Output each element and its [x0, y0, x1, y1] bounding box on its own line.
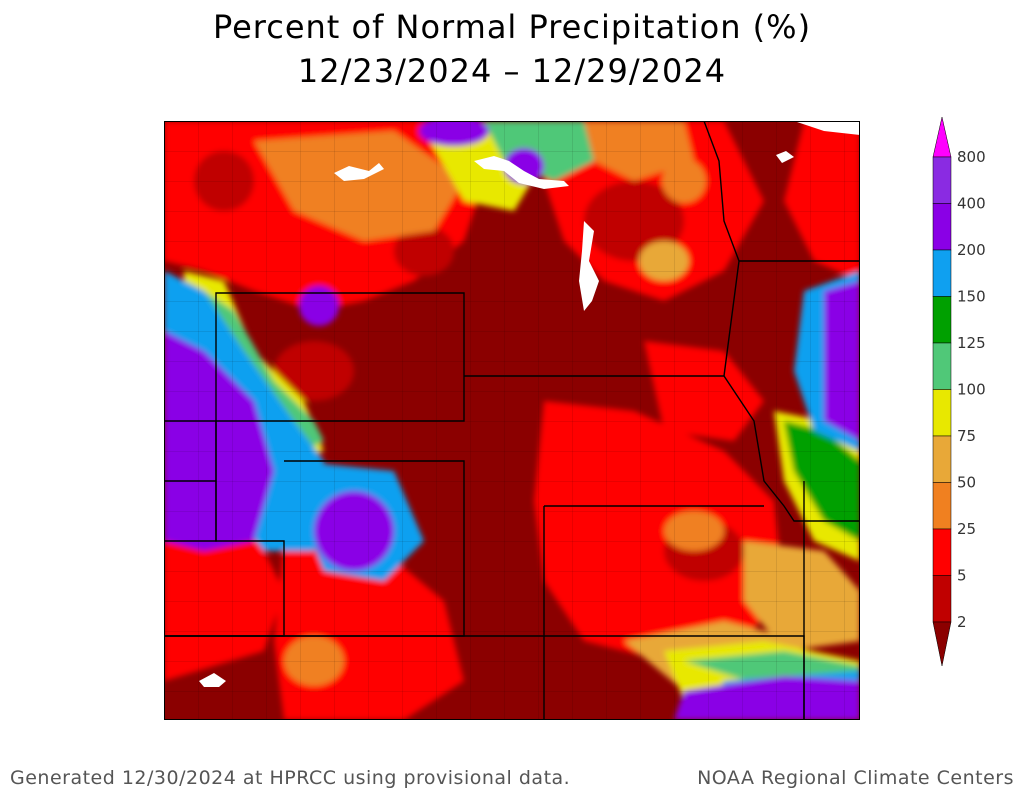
legend-swatch: [932, 296, 952, 344]
legend-tick-label: 2: [957, 613, 967, 631]
legend-swatch: [932, 575, 952, 623]
legend-swatch: [932, 156, 952, 204]
map-title: Percent of Normal Precipitation (%): [212, 8, 812, 46]
map-date-range: 12/23/2024 – 12/29/2024: [297, 52, 727, 90]
generation-note: Generated 12/30/2024 at HPRCC using prov…: [10, 767, 571, 789]
legend-swatch-bottom: [932, 621, 952, 667]
legend-swatch-top: [932, 116, 952, 158]
legend-tick-label: 125: [957, 334, 986, 352]
legend-tick-label: 75: [957, 427, 976, 445]
legend-swatch: [932, 435, 952, 483]
legend-tick-label: 150: [957, 288, 986, 306]
legend-swatch: [932, 389, 952, 437]
legend-swatch: [932, 249, 952, 297]
legend-swatch: [932, 342, 952, 390]
precip-shading: [164, 121, 860, 720]
legend-tick-label: 400: [957, 195, 986, 213]
legend-swatch: [932, 482, 952, 530]
legend-tick-label: 100: [957, 381, 986, 399]
map-frame: [164, 121, 860, 720]
legend-tick-label: 50: [957, 474, 976, 492]
color-legend: 800 400 200 150 125 100 75 50 25 5 2: [932, 116, 986, 667]
legend-tick-label: 25: [957, 520, 976, 538]
water-bodies: [199, 121, 860, 687]
precipitation-map: [164, 121, 860, 720]
source-credit: NOAA Regional Climate Centers: [697, 767, 1014, 789]
legend-swatch: [932, 203, 952, 251]
legend-tick-label: 5: [957, 567, 967, 585]
legend-swatch: [932, 528, 952, 576]
legend-tick-label: 200: [957, 241, 986, 259]
state-boundaries: [164, 121, 860, 720]
legend-tick-label: 800: [957, 148, 986, 166]
